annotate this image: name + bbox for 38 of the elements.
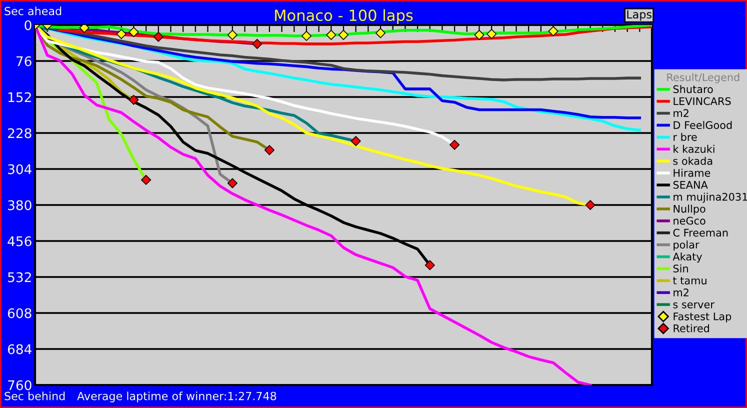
legend-label: m2 bbox=[674, 109, 688, 117]
text: Sec ahead bbox=[4, 6, 62, 16]
legend-label: D FeelGood bbox=[674, 120, 732, 130]
legend-label: C Freeman bbox=[673, 228, 728, 237]
legend-label: Sin bbox=[673, 264, 688, 272]
y-tick-label: 380 bbox=[8, 200, 32, 210]
legend-label: Hirame bbox=[674, 168, 710, 177]
y-tick-label: 304 bbox=[8, 164, 32, 174]
y-tick-label: 152 bbox=[8, 92, 31, 102]
legend-label: polar bbox=[674, 240, 700, 251]
legend-label: k kazuki bbox=[674, 144, 714, 153]
legend-label: Akaty bbox=[672, 252, 702, 263]
legend-label: LEVINCARS bbox=[674, 97, 731, 106]
legend-label: r bre bbox=[674, 132, 697, 141]
y-tick-label: 0 bbox=[24, 20, 32, 30]
chart-title: Monaco - 100 laps bbox=[275, 9, 413, 24]
y-tick-label: 228 bbox=[8, 128, 32, 138]
legend-label: m mujina2031 bbox=[674, 192, 747, 203]
y-tick-label: 760 bbox=[8, 380, 32, 390]
legend-label: Fastest Lap bbox=[674, 312, 732, 322]
text: Average laptime of winner:1:27.748 bbox=[77, 392, 276, 402]
y-tick-label: 608 bbox=[8, 308, 32, 318]
legend-label: neGco bbox=[674, 216, 706, 225]
legend-label: m2 bbox=[674, 288, 688, 296]
legend-title: Result/Legend bbox=[667, 73, 740, 84]
legend-label: t tamu bbox=[672, 276, 706, 284]
y-tick-label: 76 bbox=[16, 56, 32, 66]
legend-label: s okada bbox=[673, 156, 712, 165]
legend-label: Shutaro bbox=[673, 85, 713, 94]
text: Sec behind bbox=[4, 392, 65, 400]
legend-label: Nullpo bbox=[674, 204, 706, 215]
legend-label: s server bbox=[673, 302, 714, 308]
legend-label: Retired bbox=[674, 324, 709, 332]
y-tick-label: 684 bbox=[8, 344, 32, 354]
y-tick-label: 456 bbox=[8, 236, 32, 246]
legend-label: SEANA bbox=[673, 180, 708, 189]
x-axis-title: Laps bbox=[627, 10, 652, 21]
y-tick-label: 532 bbox=[8, 272, 31, 282]
